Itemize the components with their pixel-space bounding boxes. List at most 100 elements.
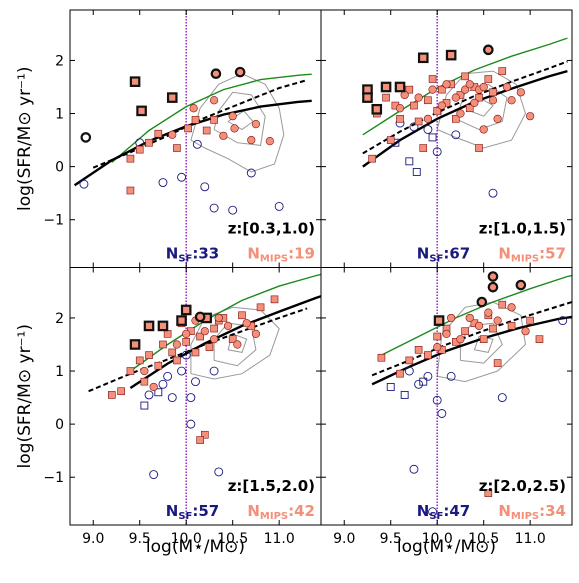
bold-circle bbox=[234, 66, 246, 78]
mips-circle bbox=[400, 90, 409, 100]
mips-square bbox=[386, 136, 395, 144]
mips-square bbox=[405, 356, 414, 365]
sf-open-circle bbox=[79, 179, 89, 189]
mips-circle bbox=[470, 98, 479, 108]
bold-circle bbox=[210, 68, 222, 80]
y-tick-label: 0 bbox=[55, 160, 64, 176]
sf-open-square bbox=[405, 157, 414, 166]
mips-square bbox=[484, 489, 493, 497]
sf-open-circle bbox=[149, 470, 159, 480]
mips-circle bbox=[414, 93, 423, 102]
sf-open-circle bbox=[228, 205, 238, 215]
mips-square bbox=[228, 335, 237, 343]
mips-square bbox=[202, 126, 211, 135]
x-tick-label: 10.5 bbox=[217, 531, 248, 547]
y-tick-label: 1 bbox=[55, 107, 64, 123]
sf-open-circle bbox=[451, 130, 461, 140]
mips-circle bbox=[223, 321, 233, 331]
mips-square bbox=[163, 330, 172, 338]
sf-open-circle bbox=[558, 316, 568, 326]
sf-open-square bbox=[412, 167, 421, 176]
sf-open-circle bbox=[414, 379, 424, 389]
mips-circle bbox=[189, 104, 198, 113]
x-tick-label: 11.0 bbox=[515, 531, 546, 547]
mips-circle bbox=[479, 82, 488, 92]
mips-square bbox=[126, 154, 135, 163]
mips-square bbox=[210, 116, 218, 124]
sf-open-square bbox=[154, 388, 163, 397]
nmips-count-label: NMIPS:57 bbox=[498, 245, 566, 265]
y-axis-label: log(SFR/M⊙ yr⁻¹) bbox=[15, 67, 35, 211]
mips-circle bbox=[228, 112, 237, 121]
sf-open-circle bbox=[432, 147, 442, 157]
mips-circle bbox=[442, 80, 451, 89]
mips-square bbox=[535, 335, 544, 343]
sf-open-circle bbox=[192, 139, 202, 149]
dashed-relation-line bbox=[362, 60, 568, 155]
mips-square bbox=[493, 359, 502, 367]
redshift-label: z:[1.0,1.5) bbox=[479, 220, 566, 238]
mips-square bbox=[489, 324, 497, 333]
sf-open-circle bbox=[163, 371, 173, 381]
panel-frame bbox=[320, 267, 573, 526]
mips-circle bbox=[209, 96, 219, 105]
bold-square bbox=[394, 81, 406, 93]
mips-circle bbox=[168, 130, 177, 139]
mips-circle bbox=[251, 329, 261, 338]
panel-p4: 9.0 9.5 10.0 10.5 11.0 z:[2.0,2.5) NSF:47 NMIPS… bbox=[320, 267, 573, 547]
mips-square bbox=[433, 107, 442, 115]
contour-line bbox=[190, 73, 285, 173]
mips-square bbox=[200, 430, 209, 439]
sf-open-circle bbox=[246, 168, 256, 178]
bold-circle bbox=[80, 132, 92, 143]
nsf-count-label: NSF:67 bbox=[417, 245, 470, 265]
mips-circle bbox=[395, 104, 405, 113]
mips-square bbox=[382, 93, 390, 102]
mips-square bbox=[145, 351, 153, 359]
bold-square bbox=[417, 52, 429, 64]
mips-circle bbox=[502, 82, 512, 92]
sf-open-circle bbox=[404, 366, 414, 376]
sf-open-circle bbox=[446, 371, 456, 381]
sf-open-circle bbox=[432, 395, 442, 405]
mips-circle bbox=[214, 313, 223, 323]
mips-circle bbox=[200, 327, 209, 336]
y-tick-label: −1 bbox=[43, 470, 64, 486]
mips-circle bbox=[456, 335, 465, 344]
redshift-label: z:[0.3,1.0) bbox=[228, 220, 315, 238]
mips-circle bbox=[242, 319, 251, 328]
bold-square bbox=[433, 315, 445, 326]
bold-square bbox=[129, 76, 141, 87]
mips-square bbox=[451, 115, 460, 123]
mips-circle bbox=[460, 85, 470, 94]
sf-open-circle bbox=[200, 182, 210, 192]
mips-square bbox=[154, 361, 163, 370]
mips-square bbox=[507, 322, 516, 330]
mips-circle bbox=[182, 329, 191, 338]
x-tick-label: 9.5 bbox=[129, 531, 151, 547]
sf-open-square bbox=[140, 401, 149, 410]
mips-square bbox=[135, 145, 144, 154]
mips-square bbox=[396, 369, 404, 378]
sf-open-circle bbox=[177, 366, 187, 376]
sf-open-circle bbox=[423, 125, 433, 134]
bold-circle bbox=[483, 44, 494, 56]
contour-line bbox=[213, 91, 266, 146]
mips-circle bbox=[521, 327, 530, 336]
x-tick-label: 9.5 bbox=[380, 531, 402, 547]
mips-square bbox=[414, 117, 423, 126]
y-tick-label: 2 bbox=[55, 311, 64, 327]
contour-line bbox=[436, 70, 527, 149]
mips-circle bbox=[507, 303, 516, 312]
green-relation-line bbox=[129, 273, 321, 372]
sf-open-circle bbox=[186, 393, 196, 403]
sf-open-circle bbox=[409, 464, 419, 474]
mips-square bbox=[498, 67, 507, 75]
nsf-count-label: NSF:57 bbox=[166, 502, 219, 522]
bold-square bbox=[380, 81, 392, 93]
contour-line bbox=[459, 322, 503, 364]
mips-circle bbox=[437, 101, 446, 110]
mips-square bbox=[126, 186, 135, 195]
